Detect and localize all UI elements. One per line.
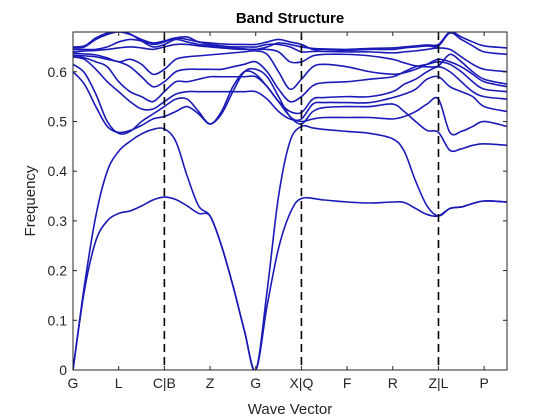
band-line-9	[73, 43, 507, 85]
band-line-12	[73, 32, 507, 51]
x-tick-label-5: G	[250, 375, 261, 391]
tick-layer: G L C|B Z G X|Q F R Z|L P 0 0.1 0.2 0.3 0.4 0.5 0.6	[48, 32, 507, 391]
y-tick-label-5: 0.4	[48, 163, 68, 179]
band-line-3	[73, 67, 507, 136]
y-tick-label-7: 0.6	[48, 64, 68, 80]
band-line-6	[73, 56, 507, 115]
x-axis-label: Wave Vector	[248, 401, 332, 418]
x-tick-label-6: X|Q	[289, 375, 313, 391]
x-tick-label-10: P	[479, 375, 488, 391]
axes-box	[72, 31, 508, 371]
y-tick-label-1: 0	[59, 362, 67, 378]
x-tick-label-2: L	[115, 375, 123, 391]
band-line-10	[73, 35, 507, 73]
band-line-5	[73, 56, 507, 122]
x-tick-label-3: C|B	[153, 375, 176, 391]
band-line-8	[73, 49, 507, 91]
divider-layer	[163, 32, 440, 370]
x-tick-label-1: G	[68, 375, 79, 391]
y-tick-label-2: 0.1	[48, 312, 68, 328]
band-line-1	[73, 196, 507, 370]
band-line-11	[73, 32, 507, 56]
y-axis-label: Frequency	[22, 165, 39, 236]
x-tick-label-4: Z	[206, 375, 215, 391]
x-tick-label-7: F	[343, 375, 352, 391]
chart-title: Band Structure	[236, 10, 344, 27]
y-tick-label-3: 0.2	[48, 263, 68, 279]
band-line-2	[73, 124, 507, 370]
x-tick-label-8: R	[388, 375, 398, 391]
series-layer	[73, 32, 507, 370]
x-tick-label-9: Z|L	[428, 375, 448, 391]
y-tick-label-6: 0.5	[48, 113, 68, 129]
y-tick-label-4: 0.3	[48, 213, 68, 229]
